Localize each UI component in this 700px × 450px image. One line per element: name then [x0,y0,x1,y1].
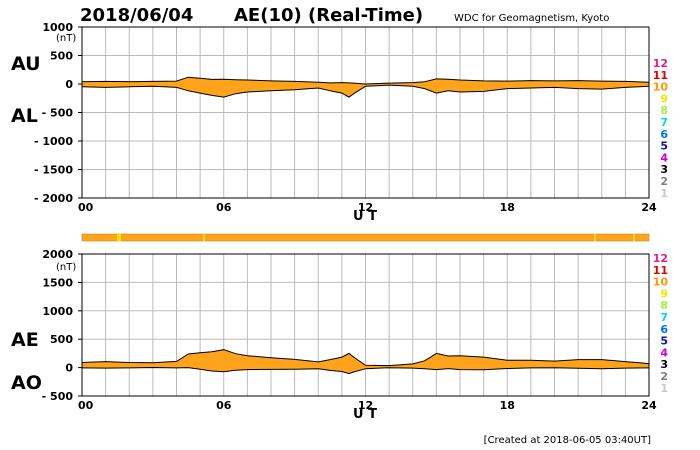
legend-station-3: 3 [660,163,668,176]
date-label: 2018/06/04 [80,5,193,26]
legend-station-12: 12 [653,252,668,265]
legend-station-4: 4 [660,346,668,359]
legend-station-9: 9 [660,287,668,300]
au-al-x-axis-label: U T [353,209,377,224]
au-al-grid [82,27,649,198]
legend-station-6: 6 [660,128,668,141]
x-tick-label: 00 [78,201,94,214]
area-fill [82,349,649,374]
x-tick-label: 24 [641,399,657,412]
organization-label: WDC for Geomagnetism, Kyoto [454,13,609,24]
y-tick-label: 0 [65,362,73,375]
legend-station-7: 7 [660,116,668,129]
y-tick-label: - 1500 [34,164,73,177]
station-coverage-bar [81,233,650,242]
series-line-ao [81,366,650,375]
y-tick-label: - 2000 [34,192,73,205]
legend-station-12: 12 [653,57,668,70]
x-tick-label: 12 [358,399,373,412]
coverage-gap-marker [633,234,635,241]
y-tick-label: 0 [65,78,73,91]
x-tick-label: 18 [500,201,515,214]
legend-station-5: 5 [660,335,668,348]
y-tick-label: 1000 [42,21,73,34]
au-al-unit: (nT) [56,33,76,44]
y-tick-label: 1000 [42,305,73,318]
ao-label: AO [11,372,42,394]
au-al-x-ticks: 00 06 12 18 24 [78,201,657,214]
created-timestamp: [Created at 2018-06-05 03:40UT] [484,435,651,446]
legend-station-9: 9 [660,92,668,105]
legend-station-10: 10 [653,276,669,289]
series-line-ae [81,349,650,367]
area-fill [82,77,649,98]
x-tick-label: 06 [216,399,232,412]
legend-station-2: 2 [660,370,668,383]
legend-station-11: 11 [653,264,668,277]
legend-station-8: 8 [660,299,668,312]
ae-ao-frame [81,253,650,397]
chart-title: AE(10) (Real-Time) [234,5,423,26]
y-tick-label: 500 [50,50,73,63]
ae-ao-area [81,349,650,375]
x-tick-label: 06 [216,201,232,214]
al-label: AL [11,105,38,127]
y-tick-label: 1500 [42,276,73,289]
legend-station-6: 6 [660,323,668,336]
ae-ao-x-ticks: 00 06 12 18 24 [78,399,657,412]
legend-station-5: 5 [660,140,668,153]
ae-ao-panel: 2000 1500 1000 500 0 - 500 00 06 12 18 24 (nT) AE… [11,248,657,422]
au-al-panel: 1000 500 0 - 500 - 1000 - 1500 - 2000 00 06 12 18… [11,21,657,224]
legend-station-11: 11 [653,69,668,82]
y-tick-label: 500 [50,333,73,346]
y-tick-label: - 500 [42,107,74,120]
x-tick-label: 18 [500,399,515,412]
coverage-gap-marker [594,234,596,241]
ae-ao-y-ticks: 2000 1500 1000 500 0 - 500 [42,248,82,403]
y-tick-label: 2000 [42,248,73,261]
coverage-gap-marker [117,234,121,241]
x-tick-label: 00 [78,399,94,412]
y-tick-label: - 500 [42,390,74,403]
legend-station-8: 8 [660,104,668,117]
au-al-area [81,76,650,98]
au-al-y-ticks: 1000 500 0 - 500 - 1000 - 1500 - 2000 [34,21,82,205]
legend-station-4: 4 [660,151,668,164]
legend-station-7: 7 [660,311,668,324]
ae-label: AE [11,329,39,351]
ae-ao-grid [82,254,649,396]
legend-station-1: 1 [660,382,668,395]
coverage-gap-marker [203,234,205,241]
series-line-au [81,76,650,85]
y-tick-label: - 1000 [34,135,73,148]
legend-station-1: 1 [660,187,668,200]
x-tick-label: 12 [358,201,373,214]
series-line-al [81,84,650,98]
ae-ao-unit: (nT) [56,262,76,273]
x-tick-label: 24 [641,201,657,214]
legend-station-10: 10 [653,81,669,94]
au-label: AU [11,53,41,75]
legend-station-2: 2 [660,175,668,188]
ae-ao-x-axis-label: U T [353,407,377,422]
legend-station-3: 3 [660,358,668,371]
